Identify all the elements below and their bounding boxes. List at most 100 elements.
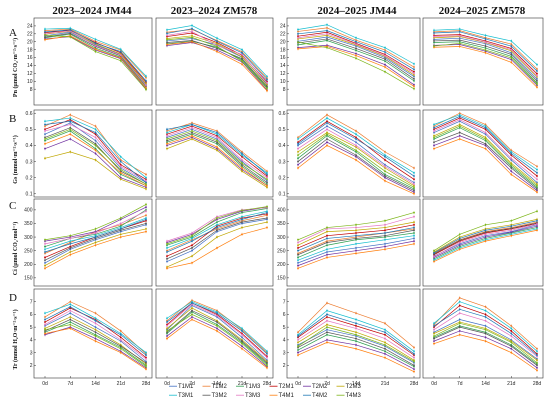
y-axis-label: Gs (mmol·m⁻²·s⁻¹) [12, 135, 19, 183]
y-tick-label: 0.1 [279, 191, 286, 197]
legend-label: T2M3 [346, 384, 362, 390]
row-letter: C [9, 200, 16, 212]
panel: 2 3 4 5 6 7 0d 7d 14d 21d 28d [283, 288, 421, 387]
y-tick-label: 24 [27, 24, 33, 30]
y-tick-label: 22 [27, 32, 33, 38]
panel-frame [155, 198, 274, 287]
y-tick-label: 10 [27, 79, 33, 85]
y-tick-label: 6 [30, 312, 33, 318]
legend-item: T3M3 [236, 393, 261, 399]
panel-frame [422, 198, 544, 287]
y-tick-label: 0.3 [279, 159, 286, 165]
x-tick-label: 7d [189, 381, 195, 387]
x-tick-label: 28d [410, 381, 419, 387]
column-title: 2024–2025 JM44 [317, 5, 397, 17]
y-tick-label: 6 [283, 312, 286, 318]
y-tick-label: 7 [283, 299, 286, 305]
x-tick-label: 28d [533, 381, 542, 387]
y-tick-label: 18 [280, 47, 286, 53]
column-title: 2023–2024 ZM578 [171, 5, 258, 17]
y-tick-label: 0.3 [26, 159, 33, 165]
y-tick-label: 4 [30, 338, 33, 344]
legend-item: T3M2 [202, 393, 228, 399]
panel-grid: APn (μmol CO₂·m⁻²·s⁻¹) B Gs (mmol·m⁻²·s⁻¹)… [9, 17, 544, 387]
y-tick-label: 350 [24, 221, 33, 227]
panel: 2 3 4 5 6 7 0d 7d 14d 21d 28d [30, 288, 153, 387]
panel: 0d 7d 14d 21d 28d [422, 288, 544, 387]
legend-label: T4M1 [279, 393, 295, 399]
x-tick-label: 7d [457, 381, 463, 387]
x-tick-label: 21d [117, 381, 126, 387]
y-tick-label: 0.2 [26, 175, 33, 181]
panel [422, 109, 544, 198]
y-tick-label: 12 [27, 71, 33, 77]
panel-frame [422, 17, 544, 106]
legend-item: T2M2 [303, 384, 328, 390]
y-tick-label: 2 [283, 363, 286, 369]
x-tick-label: 21d [507, 381, 516, 387]
x-tick-label: 14d [481, 381, 490, 387]
legend-item: T4M3 [336, 393, 362, 399]
y-tick-label: 3 [283, 350, 286, 356]
x-tick-label: 14d [352, 381, 361, 387]
panel: 0.1 0.2 0.3 0.4 0.5 0.6 [26, 109, 153, 198]
x-tick-label: 7d [67, 381, 73, 387]
legend-label: T1M2 [212, 384, 228, 390]
panel-frame [155, 109, 274, 198]
y-tick-label: 24 [280, 24, 286, 30]
y-tick-label: 150 [24, 276, 33, 282]
panel [422, 198, 544, 287]
y-tick-label: 3 [30, 350, 33, 356]
x-tick-label: 0d [164, 381, 170, 387]
legend-label: T3M1 [178, 393, 194, 399]
panel-frame [33, 17, 153, 106]
column-titles: 2023–2024 JM44 2023–2024 ZM578 2024–2025… [52, 5, 525, 17]
y-tick-label: 200 [24, 262, 33, 268]
x-tick-label: 7d [324, 381, 330, 387]
legend-label: T4M3 [346, 393, 362, 399]
y-tick-label: 14 [280, 63, 286, 69]
y-tick-label: 400 [277, 208, 286, 214]
legend-item: T2M3 [336, 384, 362, 390]
panel-frame [33, 288, 153, 379]
panel: 150 200 250 300 350 400 [277, 198, 421, 287]
row-letter: D [9, 292, 17, 304]
y-tick-label: 12 [280, 71, 286, 77]
y-tick-label: 0.4 [26, 143, 33, 149]
x-tick-label: 0d [295, 381, 301, 387]
y-tick-label: 300 [277, 235, 286, 241]
y-tick-label: 0.2 [279, 175, 286, 181]
legend-label: T2M2 [312, 384, 328, 390]
legend-label: T3M3 [245, 393, 261, 399]
panel [155, 109, 274, 198]
panel: 0d 7d 14d 21d 28d [155, 288, 274, 387]
y-tick-label: 0.6 [26, 111, 33, 117]
row-letter: A [9, 27, 17, 39]
y-tick-label: 16 [280, 55, 286, 61]
panel-frame [286, 17, 421, 106]
panel-frame [155, 17, 274, 106]
y-tick-label: 20 [27, 39, 33, 45]
y-axis-label: Pn (μmol CO₂·m⁻²·s⁻¹) [12, 38, 19, 97]
legend-item: T4M1 [269, 393, 295, 399]
panel-frame [422, 288, 544, 379]
x-tick-label: 14d [213, 381, 222, 387]
row-letter: B [9, 113, 16, 125]
y-tick-label: 250 [24, 248, 33, 254]
panel: 150 200 250 300 350 400 [24, 198, 153, 287]
legend-item: T1M1 [169, 384, 194, 390]
panel-frame [286, 288, 421, 379]
y-tick-label: 0.5 [279, 127, 286, 133]
y-tick-label: 5 [30, 325, 33, 331]
x-tick-label: 28d [263, 381, 272, 387]
panel-frame [422, 109, 544, 198]
legend-item: T1M2 [202, 384, 228, 390]
x-tick-label: 28d [142, 381, 151, 387]
column-title: 2023–2024 JM44 [52, 5, 132, 17]
y-tick-label: 0.1 [26, 191, 33, 197]
y-tick-label: 14 [27, 63, 33, 69]
panel-frame [33, 109, 153, 198]
x-tick-label: 0d [42, 381, 48, 387]
x-tick-label: 21d [238, 381, 247, 387]
